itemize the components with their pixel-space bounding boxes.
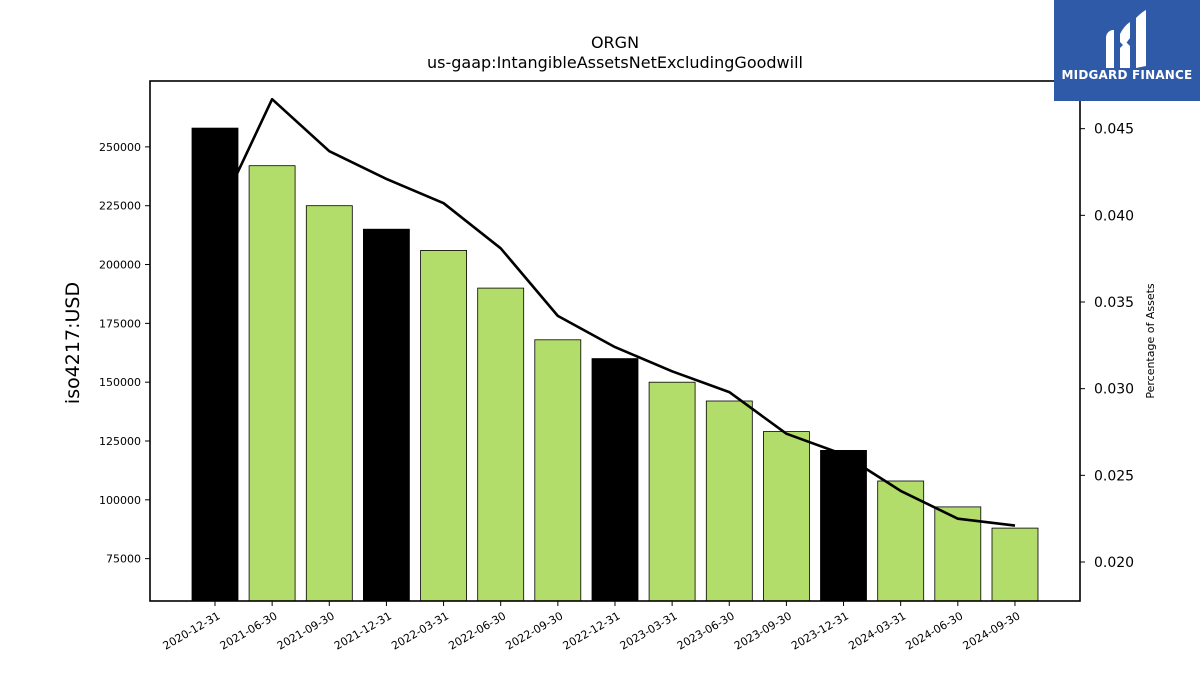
x-tick-label: 2022-09-30 [503,609,565,652]
bar [991,527,1039,602]
chart-title: ORGN [591,33,639,52]
midgard-finance-logo: MIDGARD FINANCE [1054,0,1200,101]
bar [248,165,296,602]
x-tick-label: 2024-09-30 [961,609,1023,652]
y2-tick-label: 0.030 [1094,382,1134,398]
bar [820,449,867,602]
x-tick-label: 2021-06-30 [218,609,280,652]
y2-tick-label: 0.020 [1094,555,1134,571]
y-tick-label: 225000 [99,200,141,213]
bar [591,358,639,602]
bar [305,205,353,602]
percentage-line [213,97,1016,527]
x-tick-label: 2023-06-30 [675,609,737,652]
bar [705,400,753,602]
bar [191,127,239,602]
logo-text: MIDGARD FINANCE [1061,68,1193,82]
x-tick-label: 2020-12-31 [161,609,223,652]
bar [877,480,925,602]
y-tick-label: 250000 [99,141,141,154]
x-tick-label: 2023-09-30 [732,609,794,652]
y2-tick-label: 0.045 [1094,122,1134,138]
chart-subtitle: us-gaap:IntangibleAssetsNetExcludingGood… [427,53,803,72]
logo-mark-icon [1106,10,1146,68]
y2-tick-label: 0.035 [1094,295,1134,311]
y-tick-label: 150000 [99,376,141,389]
y-tick-label: 200000 [99,259,141,272]
y-axis-label: iso4217:USD [62,282,84,404]
y-tick-label: 175000 [99,317,141,330]
bar [934,506,982,602]
bar [477,287,525,602]
y-tick-label: 100000 [99,494,141,507]
bar [420,249,468,602]
x-tick-label: 2021-09-30 [275,609,337,652]
x-tick-label: 2022-06-30 [446,609,508,652]
bar [763,431,810,602]
x-tick-label: 2022-03-31 [389,609,451,652]
x-tick-label: 2021-12-31 [332,609,394,652]
y-tick-label: 125000 [99,435,141,448]
x-tick-label: 2023-03-31 [618,609,680,652]
x-tick-label: 2022-12-31 [561,609,623,652]
x-tick-label: 2024-03-31 [846,609,908,652]
x-tick-label: 2023-12-31 [789,609,851,652]
bar [362,228,410,602]
x-tick-label: 2024-06-30 [903,609,965,652]
y2-tick-label: 0.025 [1094,468,1134,484]
y2-axis-label: Percentage of Assets [1144,283,1157,399]
y2-tick-label: 0.040 [1094,208,1134,224]
bar [648,381,696,602]
bar [534,339,582,602]
y-tick-label: 75000 [106,553,141,566]
